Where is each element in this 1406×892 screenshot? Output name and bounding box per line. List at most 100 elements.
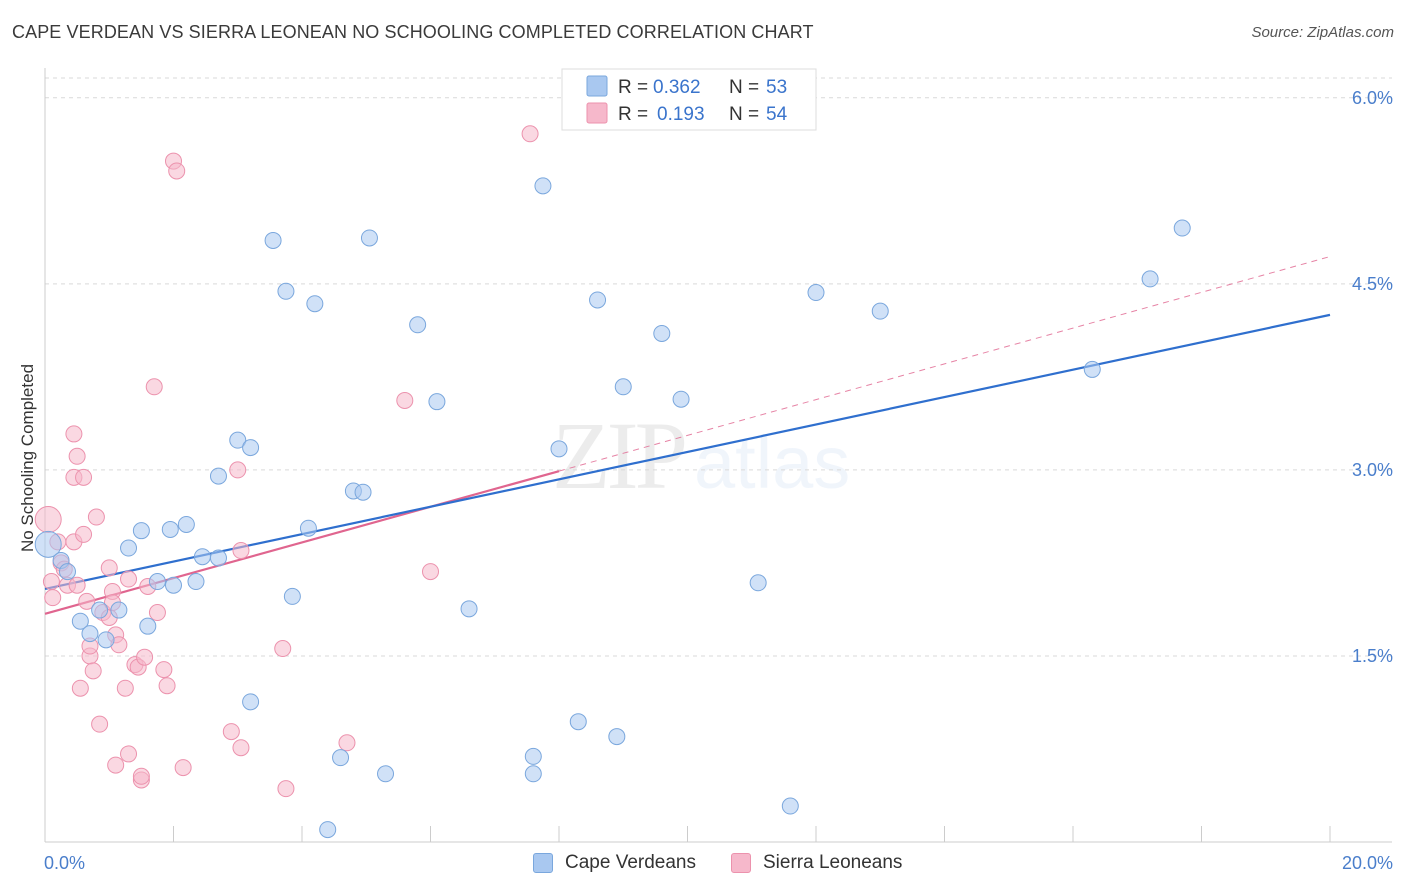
point-sierra-leonean (107, 756, 125, 774)
grid-layer (45, 77, 1392, 657)
point-sierra-leonean (68, 447, 86, 465)
series-legend-item-cape-verdeans: Cape Verdeans (533, 852, 696, 874)
point-sierra-leonean (44, 589, 62, 607)
point-cape-verdean (264, 231, 282, 249)
legend-swatch-pink (586, 102, 608, 124)
point-cape-verdean (608, 728, 626, 746)
tick-label-layer: 1.5% 3.0% 4.5% 6.0% 0.0% 20.0% (44, 88, 1393, 873)
point-cape-verdean (871, 302, 889, 320)
point-sierra-leonean (158, 677, 176, 695)
trend-line-pink (44, 470, 560, 615)
x-tick-label-start: 0.0% (44, 853, 85, 873)
legend-r-label-2: R = (618, 104, 648, 125)
point-sierra-leonean (116, 679, 134, 697)
point-cape-verdean (781, 797, 799, 815)
legend-n-label-2: N = (729, 104, 759, 125)
point-cape-verdean (209, 549, 227, 567)
point-sierra-leonean (422, 563, 439, 581)
x-tick-label-end: 20.0% (1342, 853, 1393, 873)
point-cape-verdean (229, 431, 247, 449)
point-cape-verdean (193, 548, 211, 566)
trend-line-blue (44, 313, 1331, 591)
point-cape-verdean (209, 467, 227, 485)
point-sierra-leonean (396, 391, 414, 409)
point-cape-verdean (71, 612, 89, 630)
trend-layer (44, 256, 1331, 615)
point-cape-verdean (428, 393, 446, 411)
point-cape-verdean (132, 522, 150, 540)
point-sierra-leonean (71, 679, 89, 697)
y-tick-label: 6.0% (1352, 88, 1393, 108)
legend-r-label-1: R = (618, 77, 648, 98)
point-cape-verdean (299, 519, 317, 537)
point-cape-verdean (110, 601, 128, 619)
point-cape-verdean (354, 483, 372, 501)
point-cape-verdean (319, 821, 337, 839)
point-cape-verdean (1173, 219, 1191, 237)
point-cape-verdean (569, 713, 587, 731)
point-cape-verdean (242, 693, 260, 711)
stats-legend: R = 0.362 N = 53 R = 0.193 N = 54 (561, 68, 817, 131)
y-tick-label: 1.5% (1352, 646, 1393, 666)
point-sierra-leonean (136, 648, 154, 666)
watermark: ZIP atlas (552, 400, 850, 511)
point-cape-verdean (165, 576, 182, 594)
point-sierra-leonean (65, 425, 83, 443)
legend-r-value-2: 0.193 (657, 104, 705, 125)
legend-n-value-2: 54 (766, 104, 788, 125)
point-sierra-leonean (75, 468, 93, 486)
point-cape-verdean (614, 378, 632, 396)
point-sierra-leonean (84, 662, 102, 680)
point-cape-verdean (306, 295, 324, 313)
point-sierra-leonean (68, 576, 86, 594)
point-sierra-leonean (222, 723, 240, 741)
point-sierra-leonean (232, 542, 250, 560)
point-cape-verdean (653, 324, 671, 342)
point-cape-verdean (672, 390, 690, 408)
point-cape-verdean (97, 631, 115, 649)
point-cape-verdean (807, 284, 825, 302)
point-cape-verdean (81, 625, 99, 643)
point-cape-verdean (120, 539, 138, 557)
series-swatch-blue (533, 853, 553, 873)
point-sierra-leonean (145, 378, 163, 396)
point-sierra-leonean (174, 759, 192, 777)
y-tick-label: 3.0% (1352, 460, 1393, 480)
point-cape-verdean (91, 601, 109, 619)
point-cape-verdean (332, 749, 350, 767)
point-cape-verdean (139, 617, 157, 635)
series-swatch-pink (731, 853, 751, 873)
point-sierra-leonean (155, 661, 173, 679)
point-sierra-leonean (87, 508, 105, 526)
point-sierra-leonean (229, 461, 247, 479)
point-sierra-leonean (274, 640, 292, 658)
source-label: Source: ZipAtlas.com (1251, 24, 1394, 41)
point-sierra-leonean (42, 573, 60, 591)
point-cape-verdean (524, 765, 542, 783)
series-legend: Cape Verdeans Sierra Leoneans (0, 850, 1406, 880)
point-cape-verdean (283, 587, 301, 605)
series-legend-item-sierra-leoneans: Sierra Leoneans (731, 852, 902, 874)
point-sierra-leonean (34, 506, 62, 534)
point-cape-verdean (1083, 360, 1101, 378)
legend-r-value-1: 0.362 (653, 77, 701, 98)
point-cape-verdean (242, 439, 260, 457)
point-cape-verdean (34, 530, 62, 558)
point-cape-verdean (524, 747, 542, 765)
point-sierra-leonean (75, 525, 93, 543)
point-cape-verdean (460, 600, 478, 618)
point-sierra-leonean (277, 780, 295, 798)
watermark-zip: ZIP (552, 402, 688, 509)
point-cape-verdean (534, 177, 552, 195)
point-cape-verdean (277, 282, 295, 300)
point-sierra-leonean (100, 559, 118, 577)
point-cape-verdean (187, 573, 205, 591)
point-sierra-leonean (148, 604, 166, 622)
point-cape-verdean (550, 440, 568, 458)
point-cape-verdean (360, 229, 378, 247)
point-cape-verdean (589, 291, 607, 309)
series-label-sierra-leoneans: Sierra Leoneans (763, 852, 903, 873)
y-tick-label: 4.5% (1352, 274, 1393, 294)
point-sierra-leonean (91, 715, 109, 733)
